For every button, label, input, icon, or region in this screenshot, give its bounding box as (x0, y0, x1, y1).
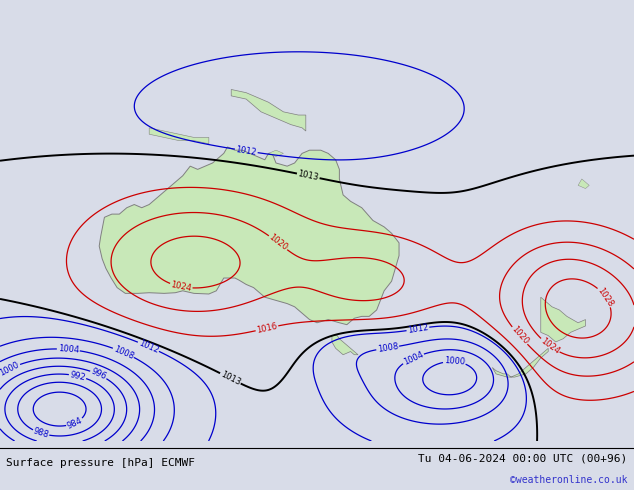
Text: 1004: 1004 (58, 344, 79, 355)
Polygon shape (99, 147, 399, 325)
Text: 1012: 1012 (407, 323, 429, 335)
Text: 1012: 1012 (137, 338, 160, 355)
Text: 1000: 1000 (444, 356, 465, 367)
Text: 1028: 1028 (596, 286, 615, 308)
Polygon shape (231, 90, 306, 131)
Text: 988: 988 (32, 427, 50, 440)
Text: 1016: 1016 (256, 321, 278, 335)
Text: 1008: 1008 (112, 344, 135, 361)
Polygon shape (269, 150, 283, 157)
Text: 1012: 1012 (235, 145, 257, 157)
Text: 1000: 1000 (0, 360, 21, 378)
Text: 984: 984 (65, 416, 84, 430)
Text: 1008: 1008 (377, 342, 399, 354)
Text: 1024: 1024 (539, 336, 561, 356)
Text: 1020: 1020 (267, 233, 289, 253)
Text: 996: 996 (89, 367, 108, 382)
Text: 1024: 1024 (170, 280, 192, 293)
Text: 1020: 1020 (509, 325, 530, 346)
Text: 992: 992 (69, 370, 86, 382)
Text: ©weatheronline.co.uk: ©weatheronline.co.uk (510, 475, 628, 485)
Polygon shape (541, 297, 586, 342)
Polygon shape (578, 179, 589, 189)
Text: 1004: 1004 (402, 350, 425, 367)
Text: 1013: 1013 (297, 170, 320, 182)
Text: 1013: 1013 (219, 369, 242, 387)
Polygon shape (149, 128, 209, 144)
Text: Tu 04-06-2024 00:00 UTC (00+96): Tu 04-06-2024 00:00 UTC (00+96) (418, 453, 628, 463)
Polygon shape (332, 336, 358, 355)
Polygon shape (492, 348, 548, 377)
Text: Surface pressure [hPa] ECMWF: Surface pressure [hPa] ECMWF (6, 458, 195, 468)
